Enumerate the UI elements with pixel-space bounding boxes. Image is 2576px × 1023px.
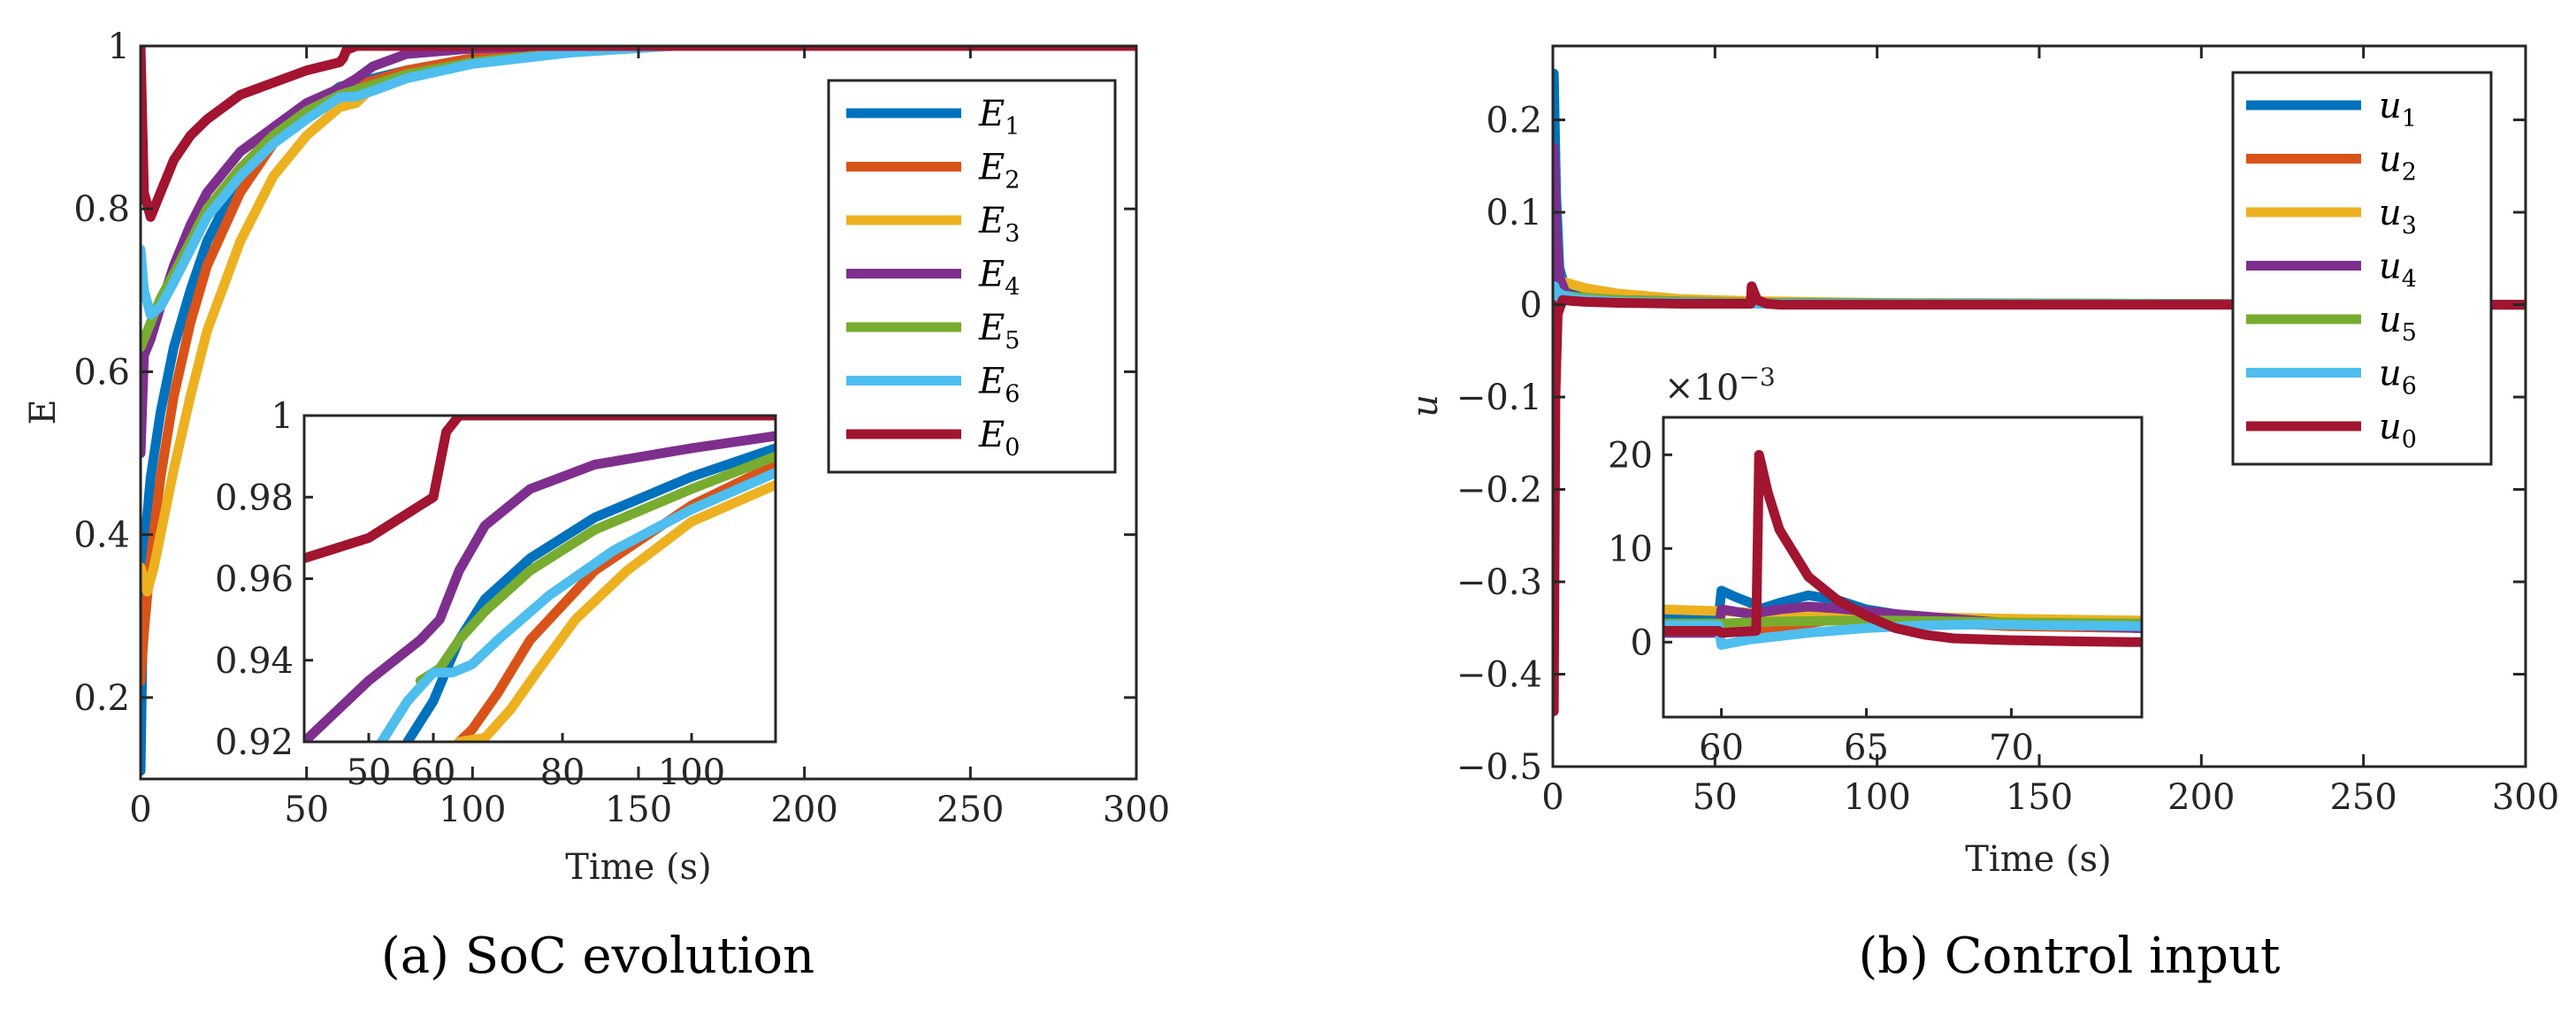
y-tick-label: 20 [1608,435,1653,476]
y-tick-label: 0 [1520,286,1542,326]
panel-a-inset-area [302,414,777,744]
series-E6 [141,46,1136,320]
y-tick-label: 0 [1631,622,1653,663]
series-u0 [1663,449,2142,647]
panel-a-inset-series [304,416,776,742]
panel-a-inset-ticks: 50 60 80 100 0.92 0.94 0.96 0.98 1 [215,396,725,793]
series-E0 [141,46,1136,222]
x-tick-label: 50 [284,790,329,830]
series-E3 [454,479,776,742]
x-tick-label: 60 [1699,728,1744,768]
y-tick-label: 0.98 [215,477,294,518]
series-E6 [377,468,776,742]
y-tick-label: 0.8 [73,189,130,230]
panel-b: 0 50 100 150 200 250 300−0.5−0.4−0.3−0.2−0.100… [1405,44,2559,985]
x-tick-label: 80 [540,752,585,793]
y-tick-label: −0.3 [1456,562,1542,603]
panel-b-caption: (b) Control input [1858,928,2281,985]
y-tick-label: 0.1 [1486,193,1542,233]
panel-b-inset: 60 65 70 0 10 20 ×10−3 [1608,363,2144,768]
panel-a-inset-axes-box [302,414,777,744]
x-tick-label: 250 [936,790,1004,830]
x-tick-label: 200 [770,790,837,830]
y-tick-label: 0.92 [215,722,294,763]
x-tick-label: 100 [439,790,506,830]
x-tick-label: 50 [347,752,392,793]
x-tick-label: 70 [1989,728,2034,768]
x-tick-label: 200 [2167,777,2235,818]
x-tick-label: 100 [1843,777,1910,818]
y-tick-label: 0.2 [73,678,130,719]
y-tick-label: 1 [271,396,294,437]
panel-b-series [1553,68,2526,716]
x-tick-label: 150 [2006,777,2073,818]
x-tick-label: 0 [129,790,151,830]
panel-b-ticks: 0 50 100 150 200 250 300−0.5−0.4−0.3−0.2−0.100… [1456,46,2559,818]
x-tick-label: 300 [1103,790,1170,830]
panel-a-series [141,46,1136,776]
y-tick-label: −0.5 [1456,747,1542,788]
legend-label: E1 [978,94,1020,141]
panel-b-inset-series [1663,449,2142,650]
x-tick-label: 150 [605,790,672,830]
series-E1 [402,443,776,742]
panel-a-xlabel: Time (s) [565,847,712,888]
legend-label: E2 [978,148,1020,195]
x-tick-label: 0 [1541,777,1563,818]
x-tick-label: 250 [2329,777,2396,818]
panel-a-ylabel: E [23,399,64,424]
y-tick-label: 0.4 [73,515,130,556]
x-tick-label: 65 [1844,728,1889,768]
panel-b-inset-ticks: 60 65 70 0 10 20 [1608,435,2034,768]
panel-b-xlabel: Time (s) [1965,839,2112,880]
x-tick-label: 100 [658,752,725,793]
series-u0 [1553,281,2526,716]
panel-b-inset-scale: ×10−3 [1664,363,1776,409]
y-tick-label: 0.96 [215,560,294,600]
y-tick-label: −0.2 [1456,470,1542,511]
panel-a-caption: (a) SoC evolution [381,928,814,985]
series-E0 [304,416,776,563]
y-tick-label: 10 [1608,529,1653,569]
panel-a-inset: 50 60 80 100 0.92 0.94 0.96 0.98 1 [215,396,777,793]
x-tick-label: 60 [411,752,456,793]
panel-b-ylabel: u [1405,394,1446,417]
series-E5 [415,451,776,686]
y-tick-label: −0.1 [1456,378,1542,418]
legend-label: u2 [2379,140,2417,187]
panel-b-axes-box [1551,44,2527,768]
panel-b-inset-axes-box [1662,416,2144,719]
y-tick-label: 1 [108,27,130,67]
series-E4 [304,431,776,742]
x-tick-label: 300 [2492,777,2559,818]
y-tick-label: 0.94 [215,641,294,682]
panel-b-inset-area [1662,416,2144,719]
legend-label: u5 [2379,300,2417,347]
y-tick-label: −0.4 [1456,655,1542,696]
y-tick-label: 0.2 [1486,101,1542,141]
x-tick-label: 50 [1693,777,1738,818]
y-tick-label: 0.6 [73,352,130,393]
panel-a-axes-box [139,44,1138,781]
